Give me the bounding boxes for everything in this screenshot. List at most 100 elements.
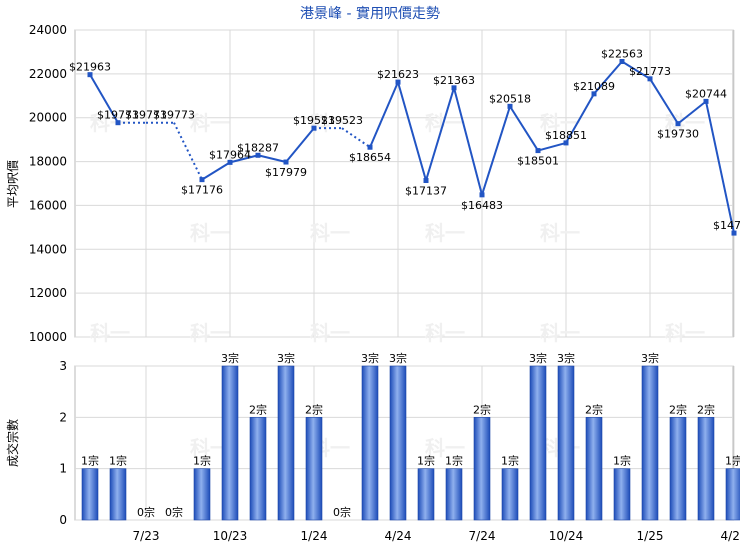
count-bar <box>445 468 463 521</box>
count-bar-label: 2宗 <box>473 402 491 416</box>
count-y-tick-label: 3 <box>59 359 67 373</box>
price-y-tick-label: 10000 <box>29 330 67 344</box>
price-line-segment <box>89 74 119 124</box>
price-line-segment <box>565 93 595 144</box>
count-bar <box>613 468 631 521</box>
price-line-segment <box>621 60 651 80</box>
price-point-label: $18287 <box>237 141 279 154</box>
count-bar-label: 2宗 <box>249 402 267 416</box>
price-line-segment <box>285 127 315 163</box>
price-line-segment <box>593 60 623 95</box>
price-point <box>87 72 93 78</box>
price-line-segment <box>537 141 567 152</box>
count-bar-label: 2宗 <box>585 402 603 416</box>
price-point-label: $18654 <box>349 151 391 164</box>
count-bar <box>277 365 295 521</box>
count-bar-label: 2宗 <box>697 402 715 416</box>
price-point-label: $17176 <box>181 184 223 197</box>
count-bar <box>697 417 715 521</box>
price-y-tick-label: 14000 <box>29 242 67 256</box>
price-point <box>199 177 205 183</box>
count-y-tick-label: 1 <box>59 462 67 476</box>
count-bar <box>249 417 267 521</box>
count-bar <box>361 365 379 521</box>
price-point-label: $18501 <box>517 155 559 168</box>
price-y-tick-label: 18000 <box>29 155 67 169</box>
count-bar <box>529 365 547 521</box>
price-plot-area <box>74 29 734 338</box>
count-bar-label: 1宗 <box>417 454 435 468</box>
count-bar-label: 1宗 <box>193 454 211 468</box>
count-y-axis-title: 成交宗數 <box>5 419 20 467</box>
price-line-segment <box>453 87 483 196</box>
count-y-tick-label: 2 <box>59 410 67 424</box>
count-bar-label: 1宗 <box>81 454 99 468</box>
price-line-segment-dotted <box>341 127 371 149</box>
count-bar <box>585 417 603 521</box>
watermark-text: 科一 <box>90 321 130 345</box>
watermark-text: 科一 <box>425 221 465 245</box>
price-line-segment <box>705 101 735 234</box>
price-point <box>619 59 625 65</box>
x-tick-label: 1/25 <box>637 529 664 543</box>
watermark-text: 科一 <box>425 436 465 460</box>
x-tick-label: 4/24 <box>385 529 412 543</box>
count-bar-label: 3宗 <box>641 351 659 365</box>
price-line-segment <box>201 161 231 181</box>
count-bar-label: 0宗 <box>333 505 351 519</box>
count-bar-label: 3宗 <box>389 351 407 365</box>
watermark-text: 科一 <box>310 111 350 135</box>
price-line-segment <box>509 105 539 152</box>
price-point-label: $19523 <box>293 114 335 127</box>
price-point-label: $16483 <box>461 199 503 212</box>
price-point-label: $21089 <box>573 80 615 93</box>
watermark-text: 科一 <box>190 111 230 135</box>
x-tick-label: 10/23 <box>213 529 248 543</box>
price-point-label: $19773 <box>97 109 139 122</box>
watermark-text: 科一 <box>540 221 580 245</box>
count-bar-label: 3宗 <box>529 351 547 365</box>
count-bar <box>417 468 435 521</box>
count-bar <box>389 365 407 521</box>
price-point-label: $17137 <box>405 184 447 197</box>
count-bar-label: 1宗 <box>109 454 127 468</box>
price-line-segment <box>425 87 455 181</box>
price-point-label: $21363 <box>433 74 475 87</box>
count-bar-label: 0宗 <box>165 505 183 519</box>
price-point-label: $17964 <box>209 148 251 161</box>
watermark-text: 科一 <box>665 321 705 345</box>
count-bar <box>193 468 211 521</box>
price-point-label: $21773 <box>629 65 671 78</box>
price-y-tick-label: 22000 <box>29 67 67 81</box>
price-point <box>647 76 653 82</box>
count-bar <box>473 417 491 521</box>
count-bar <box>221 365 239 521</box>
x-tick-label: 7/23 <box>133 529 160 543</box>
price-point <box>535 148 541 154</box>
count-bar-label: 2宗 <box>669 402 687 416</box>
price-point <box>507 103 513 109</box>
x-tick-label: 1/24 <box>301 529 328 543</box>
price-point-label: $19523 <box>321 114 363 127</box>
count-bar <box>305 417 323 521</box>
price-line-segment <box>257 154 287 164</box>
x-tick-label: 10/24 <box>549 529 584 543</box>
count-bar <box>501 468 519 521</box>
count-y-tick-label: 0 <box>59 513 67 527</box>
watermark-text: 科一 <box>190 321 230 345</box>
price-line-segment-dotted <box>173 122 203 181</box>
price-point-label: $21623 <box>377 68 419 81</box>
price-point <box>591 91 597 97</box>
count-bar <box>81 468 99 521</box>
price-line-segment <box>481 106 511 196</box>
price-point <box>311 125 317 131</box>
price-point-label: $19730 <box>657 128 699 141</box>
chart-title: 港景峰 - 實用呎價走勢 <box>300 5 440 22</box>
price-point <box>227 159 233 165</box>
watermark-text: 科一 <box>310 221 350 245</box>
price-point <box>423 177 429 183</box>
price-y-tick-label: 12000 <box>29 286 67 300</box>
price-line-segment <box>397 81 427 181</box>
